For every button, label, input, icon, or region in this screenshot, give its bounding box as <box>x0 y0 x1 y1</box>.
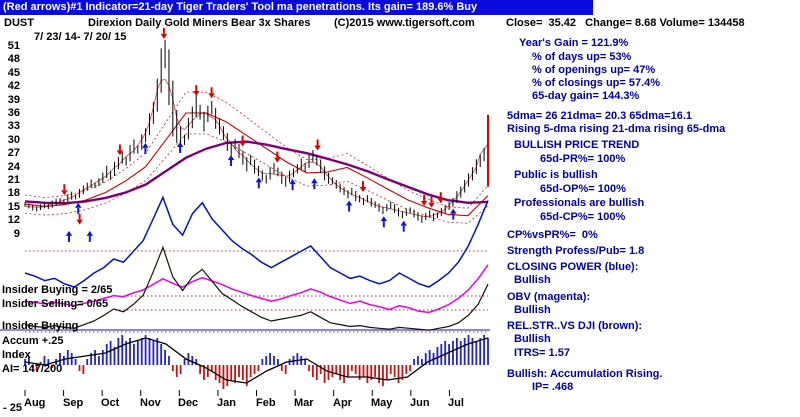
obv-status: Bullish <box>514 304 551 316</box>
closing-power-status: Bullish <box>514 274 551 286</box>
cp-vs-pr: CP%vsPR%= 0% <box>507 229 598 241</box>
accumulation-status: Bullish: Accumulation Rising. <box>507 368 663 380</box>
ai-axis-min: - 25 <box>3 402 22 414</box>
public-sentiment: Public is bullish <box>514 169 598 181</box>
accum-label: Accum +.25 <box>2 335 64 347</box>
price-tick-label: 39 <box>7 94 20 106</box>
price-trend-status: BULLISH PRICE TREND <box>514 139 640 151</box>
security-name: Direxion Daily Gold Miners Bear 3x Share… <box>88 17 311 29</box>
relstr-label: REL.STR..VS DJI (brown): <box>507 320 643 332</box>
insider-buying-label: Insider Buying <box>2 320 79 332</box>
price-tick-label: 9 <box>13 228 20 240</box>
closing-power-label: CLOSING POWER (blue): <box>507 261 639 273</box>
price-tick-label: 12 <box>7 214 20 226</box>
indicator-banner: (Red arrows)#1 Indicator=21-day Tiger Tr… <box>0 0 593 15</box>
pct-closings-up: % of closings up= 57.4% <box>532 77 661 89</box>
professional-sentiment: Professionals are bullish <box>514 197 645 209</box>
strength-ratio: Strength Profess/Pub= 1.8 <box>507 245 645 257</box>
itrs-value: ITRS= 1.57 <box>514 347 570 359</box>
month-label: Apr <box>333 397 352 409</box>
month-label: Feb <box>256 397 276 409</box>
price-tick-label: 33 <box>7 120 20 132</box>
price-tick-label: 30 <box>7 134 20 146</box>
copyright-link[interactable]: (C)2015 www.tigersoft.com <box>334 17 475 29</box>
pct-days-up: % of days up= 53% <box>532 51 632 63</box>
month-label: Dec <box>178 397 199 409</box>
gain-65day: 65-day gain= 144.3% <box>532 90 640 102</box>
month-label: Jun <box>410 397 430 409</box>
op-pct: 65d-OP%= 100% <box>540 183 626 195</box>
relstr-status: Bullish <box>514 333 551 345</box>
month-label: May <box>371 397 393 409</box>
month-label: Sep <box>63 397 84 409</box>
pr-pct: 65d-PR%= 100% <box>540 153 626 165</box>
price-tick-label: 18 <box>7 187 20 199</box>
price-tick-label: 48 <box>7 53 20 65</box>
quote-line: Close= 35.42 Change= 8.68 Volume= 134458 <box>506 17 745 29</box>
month-label: Oct <box>101 397 120 409</box>
ip-value: IP= .468 <box>532 381 574 393</box>
month-label: Jul <box>448 397 464 409</box>
years-gain: Year's Gain = 121.9% <box>519 37 629 49</box>
pct-openings-up: % of openings up= 47% <box>532 64 656 76</box>
price-tick-label: 45 <box>7 67 20 79</box>
obv-label: OBV (magenta): <box>507 291 591 303</box>
cp-pct: 65d-CP%= 100% <box>540 211 626 223</box>
insider-selling-ratio: Insider Selling= 0/65 <box>2 298 109 310</box>
dma-values: 5dma= 26 21dma= 20.3 65dma=16.1 <box>507 110 692 122</box>
price-tick-label: 24 <box>7 161 20 173</box>
price-tick-label: 15 <box>7 201 20 213</box>
ticker-symbol: DUST <box>4 17 34 29</box>
month-label: Jan <box>217 397 236 409</box>
price-tick-label: 42 <box>7 80 20 92</box>
ai-value: AI= 147/200 <box>2 363 63 375</box>
price-tick-label: 21 <box>7 174 20 186</box>
dma-trend: Rising 5-dma rising 21-dma rising 65-dma <box>507 123 726 135</box>
index-label: Index <box>2 349 31 361</box>
insider-buying-ratio: Insider Buying = 2/65 <box>2 284 113 296</box>
price-tick-label: 27 <box>7 147 20 159</box>
date-range: 7/ 23/ 14- 7/ 20/ 15 <box>34 31 127 43</box>
price-tick-label: 36 <box>7 107 20 119</box>
month-label: Mar <box>294 397 314 409</box>
month-label: Aug <box>24 397 46 409</box>
price-tick-label: 51 <box>7 40 20 52</box>
month-label: Nov <box>140 397 161 409</box>
